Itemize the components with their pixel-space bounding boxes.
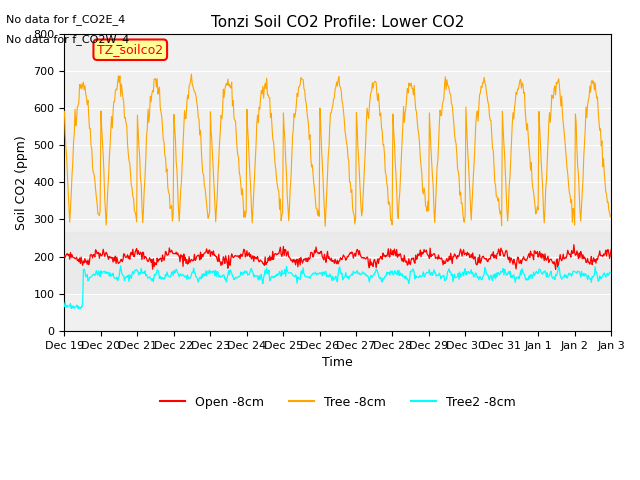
Text: TZ_soilco2: TZ_soilco2 xyxy=(97,43,163,56)
X-axis label: Time: Time xyxy=(323,356,353,369)
Text: No data for f_CO2W_4: No data for f_CO2W_4 xyxy=(6,34,130,45)
Text: No data for f_CO2E_4: No data for f_CO2E_4 xyxy=(6,14,125,25)
Bar xyxy=(65,232,611,294)
Legend: Open -8cm, Tree -8cm, Tree2 -8cm: Open -8cm, Tree -8cm, Tree2 -8cm xyxy=(155,391,520,413)
Y-axis label: Soil CO2 (ppm): Soil CO2 (ppm) xyxy=(15,135,28,230)
Title: Tonzi Soil CO2 Profile: Lower CO2: Tonzi Soil CO2 Profile: Lower CO2 xyxy=(211,15,465,30)
